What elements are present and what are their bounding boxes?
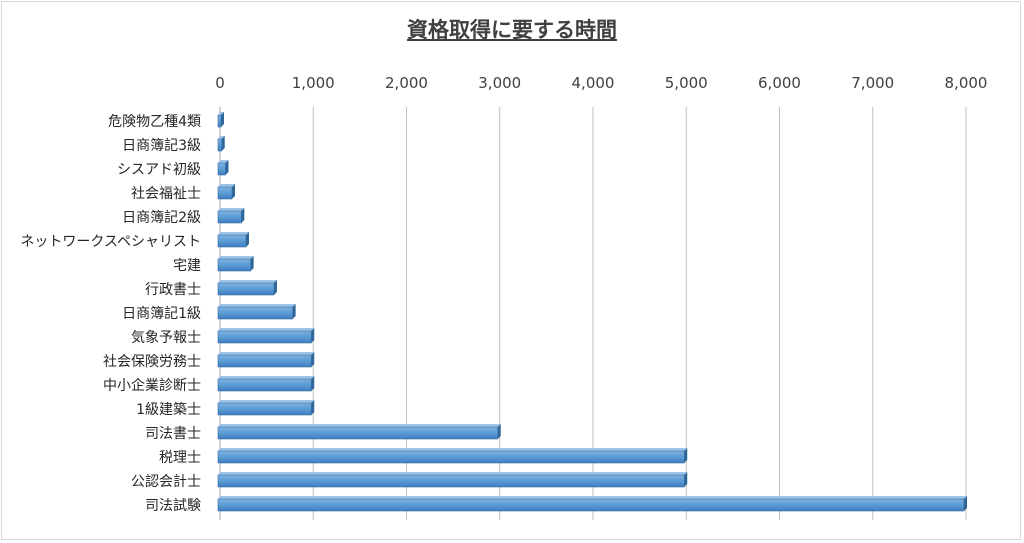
category-label: シスアド初級 bbox=[117, 161, 201, 178]
category-label: 社会保険労務士 bbox=[103, 354, 201, 370]
bar bbox=[217, 400, 315, 416]
chart-title: 資格取得に要する時間 bbox=[407, 18, 617, 42]
category-label: 社会福祉士 bbox=[131, 186, 201, 202]
bar bbox=[217, 328, 315, 344]
x-tick-label: 4,000 bbox=[572, 74, 615, 92]
x-tick-label: 2,000 bbox=[385, 74, 428, 92]
x-tick-label: 1,000 bbox=[292, 74, 335, 92]
category-label: 危険物乙種4類 bbox=[108, 114, 201, 130]
category-label: 中小企業診断士 bbox=[103, 377, 201, 394]
x-tick-label: 5,000 bbox=[665, 74, 708, 92]
category-label: 1級建築士 bbox=[136, 402, 201, 418]
bar bbox=[217, 208, 245, 224]
x-tick-label: 7,000 bbox=[851, 74, 894, 92]
category-label: 公認会計士 bbox=[131, 474, 201, 490]
category-label: 司法試験 bbox=[145, 498, 201, 514]
category-label: ネットワークスペシャリスト bbox=[20, 234, 201, 250]
bar bbox=[217, 184, 235, 200]
x-tick-label: 0 bbox=[215, 74, 225, 92]
category-labels: 危険物乙種4類日商簿記3級シスアド初級社会福祉士日商簿記2級ネットワークスペシャ… bbox=[20, 114, 201, 514]
bar bbox=[217, 280, 277, 296]
x-tick-label: 3,000 bbox=[478, 74, 521, 92]
category-label: 宅建 bbox=[173, 258, 201, 274]
bar bbox=[217, 376, 315, 392]
bars bbox=[217, 112, 967, 512]
bar bbox=[217, 472, 688, 488]
x-tick-label: 6,000 bbox=[758, 74, 801, 92]
bar bbox=[217, 232, 249, 248]
category-label: 日商簿記2級 bbox=[122, 209, 201, 226]
x-axis-tick-labels: 0 1,000 2,000 3,000 4,000 5,000 6,000 7,000 8,00… bbox=[215, 74, 987, 92]
bar bbox=[217, 256, 254, 272]
bar bbox=[217, 352, 315, 368]
category-label: 税理士 bbox=[159, 450, 201, 466]
category-label: 行政書士 bbox=[145, 282, 201, 298]
bar bbox=[217, 112, 224, 128]
bar bbox=[217, 448, 688, 464]
x-tick-label: 8,000 bbox=[945, 74, 988, 92]
bar bbox=[217, 424, 501, 440]
category-label: 気象予報士 bbox=[131, 330, 201, 346]
category-label: 日商簿記3級 bbox=[122, 137, 201, 154]
bar bbox=[217, 136, 225, 152]
bar bbox=[217, 160, 229, 176]
category-label: 日商簿記1級 bbox=[122, 305, 201, 322]
bar bbox=[217, 496, 967, 512]
category-label: 司法書士 bbox=[145, 426, 201, 442]
bar bbox=[217, 304, 296, 320]
